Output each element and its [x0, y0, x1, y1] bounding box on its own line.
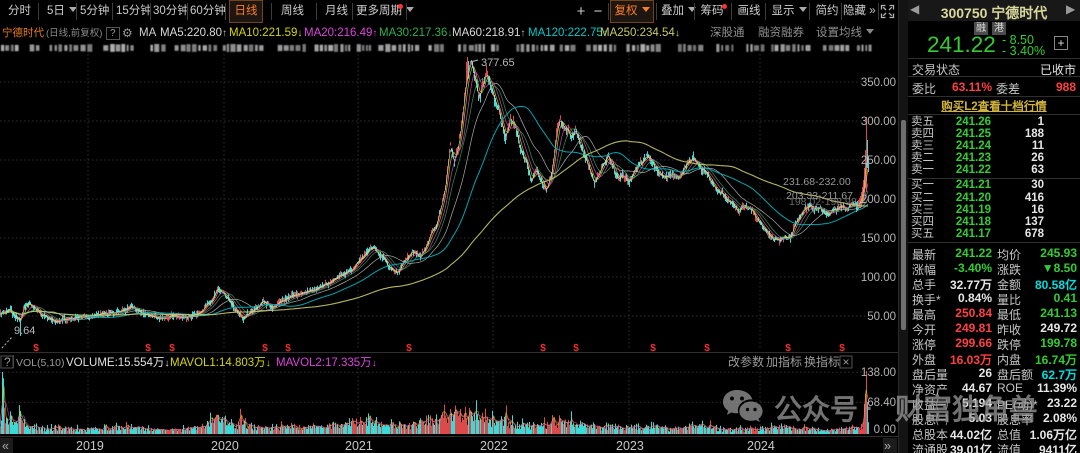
- svg-text:»: »: [884, 439, 891, 453]
- svg-text:$: $: [406, 343, 412, 354]
- svg-text:换指标: 换指标: [804, 354, 840, 369]
- svg-text:$: $: [540, 343, 546, 354]
- svg-text:300.00: 300.00: [861, 116, 896, 128]
- svg-text:150.00: 150.00: [861, 233, 896, 245]
- svg-text:198.02-198.98: 198.02-198.98: [789, 196, 857, 208]
- svg-text:MAVOL1:14.803万↓: MAVOL1:14.803万↓: [170, 357, 271, 369]
- svg-text:$: $: [145, 343, 151, 354]
- svg-text:$: $: [262, 343, 268, 354]
- svg-text:68.40: 68.40: [867, 397, 896, 409]
- svg-text:0.00: 0.00: [874, 424, 896, 436]
- svg-text:$: $: [650, 343, 656, 354]
- svg-text:VOL(5,10): VOL(5,10): [16, 357, 64, 369]
- svg-text:$: $: [285, 343, 291, 354]
- svg-text:$: $: [785, 343, 791, 354]
- svg-text:200.00: 200.00: [861, 194, 896, 206]
- svg-text:MAVOL2:17.335万↓: MAVOL2:17.335万↓: [276, 357, 377, 369]
- svg-text:$: $: [704, 343, 710, 354]
- svg-text:公众号: 公众号: [774, 394, 858, 425]
- svg-text:138.00: 138.00: [861, 367, 896, 379]
- svg-text:加指标: 加指标: [766, 354, 802, 369]
- svg-text:231.68-232.00: 231.68-232.00: [783, 176, 851, 188]
- svg-text:2024: 2024: [747, 439, 775, 453]
- svg-text:377.65: 377.65: [481, 57, 515, 69]
- svg-text:×: ×: [843, 355, 850, 369]
- svg-text:100.00: 100.00: [861, 272, 896, 284]
- svg-text:250.00: 250.00: [861, 155, 896, 167]
- svg-text:2022: 2022: [480, 439, 508, 453]
- svg-text:350.00: 350.00: [861, 77, 896, 89]
- svg-text:9.64: 9.64: [14, 325, 35, 337]
- svg-text:$: $: [169, 343, 175, 354]
- svg-text:改参数: 改参数: [728, 354, 764, 369]
- svg-text:2023: 2023: [616, 439, 644, 453]
- svg-text:$: $: [839, 343, 845, 354]
- svg-text:财富独角兽: 财富独角兽: [895, 393, 1038, 426]
- svg-text:50.00: 50.00: [867, 311, 896, 323]
- svg-text:2019: 2019: [76, 439, 104, 453]
- svg-text:203.33-211.67: 203.33-211.67: [786, 190, 853, 202]
- svg-text:2021: 2021: [345, 439, 373, 453]
- svg-text:$: $: [573, 343, 579, 354]
- svg-text:?: ?: [4, 355, 11, 369]
- svg-text:$: $: [33, 343, 39, 354]
- svg-text:·: ·: [866, 396, 873, 421]
- svg-text:«: «: [2, 439, 9, 453]
- svg-text:VOLUME:15.554万↓: VOLUME:15.554万↓: [66, 357, 169, 369]
- svg-text:2020: 2020: [211, 439, 239, 453]
